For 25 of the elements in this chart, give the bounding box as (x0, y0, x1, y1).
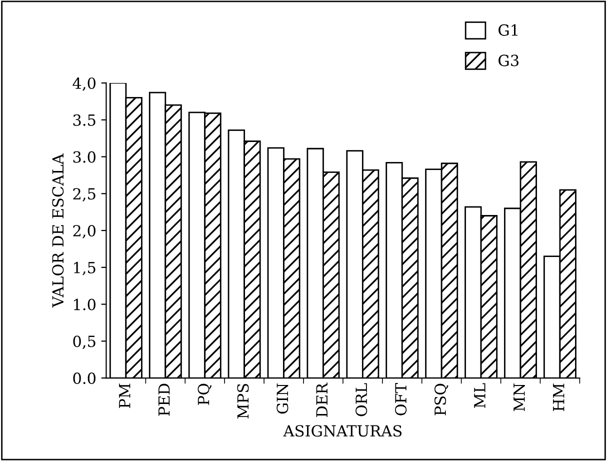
legend-label: G3 (498, 54, 518, 66)
y-tick-label: 0,5 (73, 336, 96, 350)
x-tick-label: GIN (276, 384, 288, 414)
x-tick-label: ML (474, 383, 486, 408)
x-tick-label: ORL (356, 383, 368, 416)
y-tick-label: 0.0 (73, 372, 96, 384)
y-axis-title: VALOR DE ESCALA (52, 153, 64, 308)
x-axis-title: ASIGNATURAS (283, 425, 402, 437)
x-tick-label: PED (158, 384, 170, 416)
y-tick-label: 2,0 (73, 224, 96, 238)
x-tick-label: PSQ (434, 384, 448, 416)
y-tick-label: 3.5 (73, 114, 96, 126)
y-tick-label: 3.0 (73, 151, 96, 163)
y-tick-label: 1,5 (74, 262, 96, 276)
y-tick-label: 2,5 (73, 188, 96, 202)
x-tick-label: OFT (395, 383, 407, 416)
x-tick-label: PM (119, 384, 130, 408)
x-tick-label: MN (514, 384, 525, 412)
y-tick-label: 4,0 (72, 77, 96, 91)
x-tick-label: MPS (237, 384, 249, 419)
x-tick-label: DER (316, 382, 328, 417)
legend-label: G1 (498, 24, 518, 36)
x-tick-label: PQ (198, 384, 212, 405)
x-tick-label: HM (553, 384, 564, 412)
y-tick-label: 1.0 (74, 298, 96, 310)
